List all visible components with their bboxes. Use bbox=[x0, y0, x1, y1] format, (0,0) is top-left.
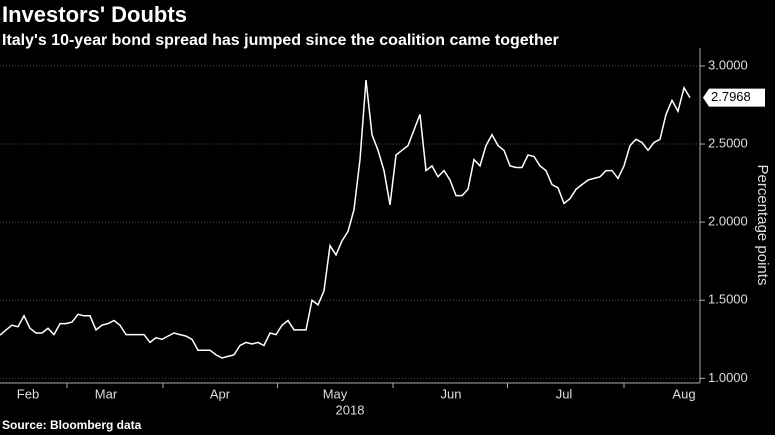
year-label: 2018 bbox=[336, 402, 365, 417]
y-tick-label: 2.0000 bbox=[708, 214, 748, 229]
y-tick-label: 1.5000 bbox=[708, 292, 748, 307]
chart-title: Investors' Doubts bbox=[2, 2, 187, 27]
x-tick-label: Feb bbox=[17, 386, 39, 401]
y-tick-label: 3.0000 bbox=[708, 57, 748, 72]
x-tick-label: Aug bbox=[672, 386, 695, 401]
x-tick-label: Jun bbox=[441, 386, 462, 401]
y-axis-label: Percentage points bbox=[754, 165, 771, 286]
last-value-label: 2.7968 bbox=[711, 89, 751, 104]
y-tick-label: 2.5000 bbox=[708, 135, 748, 150]
x-tick-label: Mar bbox=[95, 386, 118, 401]
x-tick-label: Jul bbox=[556, 386, 573, 401]
source: Source: Bloomberg data bbox=[2, 418, 142, 432]
y-tick-label: 1.0000 bbox=[708, 370, 748, 385]
line-series bbox=[0, 79, 691, 359]
last-value-pointer bbox=[703, 88, 765, 107]
x-tick-label: Apr bbox=[210, 386, 231, 401]
chart-subtitle: Italy's 10-year bond spread has jumped s… bbox=[2, 32, 559, 49]
x-tick-label: May bbox=[323, 386, 348, 401]
